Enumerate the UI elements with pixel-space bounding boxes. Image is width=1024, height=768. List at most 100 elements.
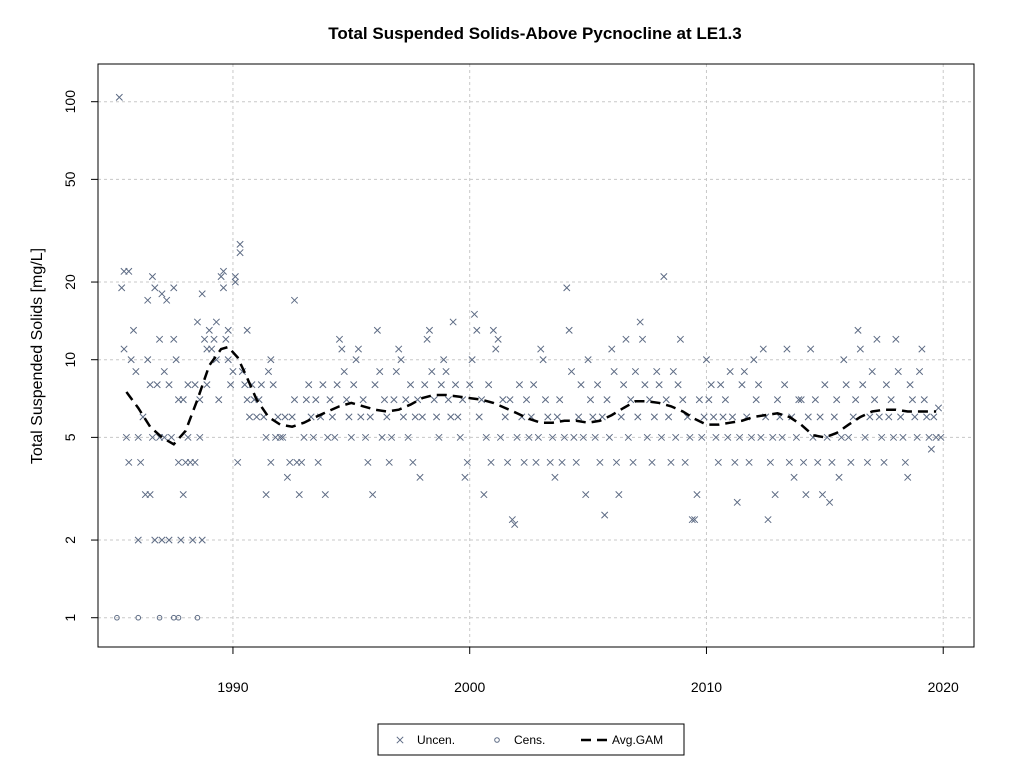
y-tick-label: 20 <box>62 274 78 290</box>
uncensored-point <box>435 433 443 441</box>
uncensored-point <box>908 396 916 404</box>
uncensored-point <box>447 413 455 421</box>
uncensored-point <box>795 396 803 404</box>
uncensored-point <box>283 473 291 481</box>
uncensored-point <box>861 433 869 441</box>
uncensored-point <box>520 458 528 466</box>
uncensored-point <box>733 498 741 506</box>
uncensored-point <box>674 381 682 389</box>
uncensored-point <box>567 367 576 376</box>
data-points <box>114 93 945 621</box>
uncensored-point <box>515 381 523 389</box>
uncensored-point <box>740 367 748 376</box>
uncensored-point <box>901 458 909 466</box>
y-axis: 1 2 5 10 20 50 100 <box>62 90 99 622</box>
uncensored-point <box>662 396 670 404</box>
uncensored-point <box>177 536 185 544</box>
uncensored-point <box>208 345 216 353</box>
uncensored-point <box>657 433 666 441</box>
uncensored-point <box>324 433 332 441</box>
uncensored-point <box>712 433 720 441</box>
uncensored-point <box>328 413 336 421</box>
plot-frame <box>97 63 975 648</box>
uncensored-point <box>257 381 265 389</box>
x-tick-label: 1990 <box>217 679 248 695</box>
uncensored-point <box>215 396 223 404</box>
uncensored-point <box>132 367 140 376</box>
uncensored-point <box>589 413 597 421</box>
uncensored-point <box>305 381 313 389</box>
uncensored-point <box>385 458 393 466</box>
uncensored-point <box>897 413 905 421</box>
uncensored-point <box>738 381 746 389</box>
uncensored-point <box>648 458 656 466</box>
uncensored-point <box>205 326 213 334</box>
uncensored-point <box>428 367 436 376</box>
uncensored-point <box>184 433 192 441</box>
uncensored-point <box>399 413 407 421</box>
uncensored-point <box>191 381 199 389</box>
uncensored-point <box>667 458 675 466</box>
uncensored-point <box>598 413 606 421</box>
uncensored-point <box>264 367 273 376</box>
uncensored-point <box>816 413 824 421</box>
uncensored-point <box>492 345 500 353</box>
uncensored-point <box>541 396 550 404</box>
uncensored-point <box>489 326 497 334</box>
uncensored-point <box>411 413 419 421</box>
uncensored-point <box>539 356 547 364</box>
uncensored-point <box>889 433 898 441</box>
censored-point <box>175 614 182 621</box>
uncensored-point <box>615 491 623 499</box>
uncensored-point <box>144 296 152 304</box>
uncensored-point <box>468 356 476 364</box>
uncensored-point <box>710 413 718 421</box>
uncensored-point <box>392 367 400 376</box>
uncensored-point <box>312 396 320 404</box>
uncensored-point <box>402 396 410 404</box>
uncensored-point <box>641 381 649 389</box>
uncensored-point <box>842 381 850 389</box>
uncensored-point <box>485 381 493 389</box>
uncensored-point <box>440 356 448 364</box>
uncensored-point <box>279 433 287 441</box>
uncensored-point <box>383 413 391 421</box>
uncensored-point <box>596 458 604 466</box>
uncensored-point <box>702 356 711 364</box>
uncensored-point <box>676 335 684 343</box>
uncensored-point <box>920 396 928 404</box>
uncensored-point <box>828 458 836 466</box>
uncensored-point <box>347 433 355 441</box>
uncensored-point <box>314 458 322 466</box>
uncensored-point <box>930 413 938 421</box>
uncensored-point <box>915 367 924 376</box>
uncensored-point <box>193 318 201 326</box>
uncensored-point <box>449 318 457 326</box>
uncensored-point <box>717 381 725 389</box>
uncensored-point <box>844 433 853 441</box>
uncensored-point <box>882 381 890 389</box>
uncensored-point <box>714 458 722 466</box>
uncensored-point <box>463 458 471 466</box>
uncensored-point <box>530 381 538 389</box>
uncensored-point <box>200 335 209 343</box>
uncensored-point <box>146 381 154 389</box>
uncensored-point <box>747 433 756 441</box>
uncensored-point <box>167 433 175 441</box>
uncensored-point <box>416 473 424 481</box>
uncensored-point <box>477 396 486 404</box>
uncensored-point <box>352 356 360 364</box>
y-tick-label: 1 <box>62 614 78 622</box>
uncensored-point <box>165 381 173 389</box>
uncensored-point <box>807 345 815 353</box>
uncensored-point <box>577 381 585 389</box>
y-tick-label: 50 <box>62 171 78 187</box>
uncensored-point <box>137 458 145 466</box>
uncensored-point <box>376 367 384 376</box>
uncensored-point <box>522 396 531 404</box>
uncensored-point <box>319 381 327 389</box>
uncensored-point <box>343 396 351 404</box>
uncensored-point <box>691 516 699 524</box>
uncensored-point <box>537 345 545 353</box>
